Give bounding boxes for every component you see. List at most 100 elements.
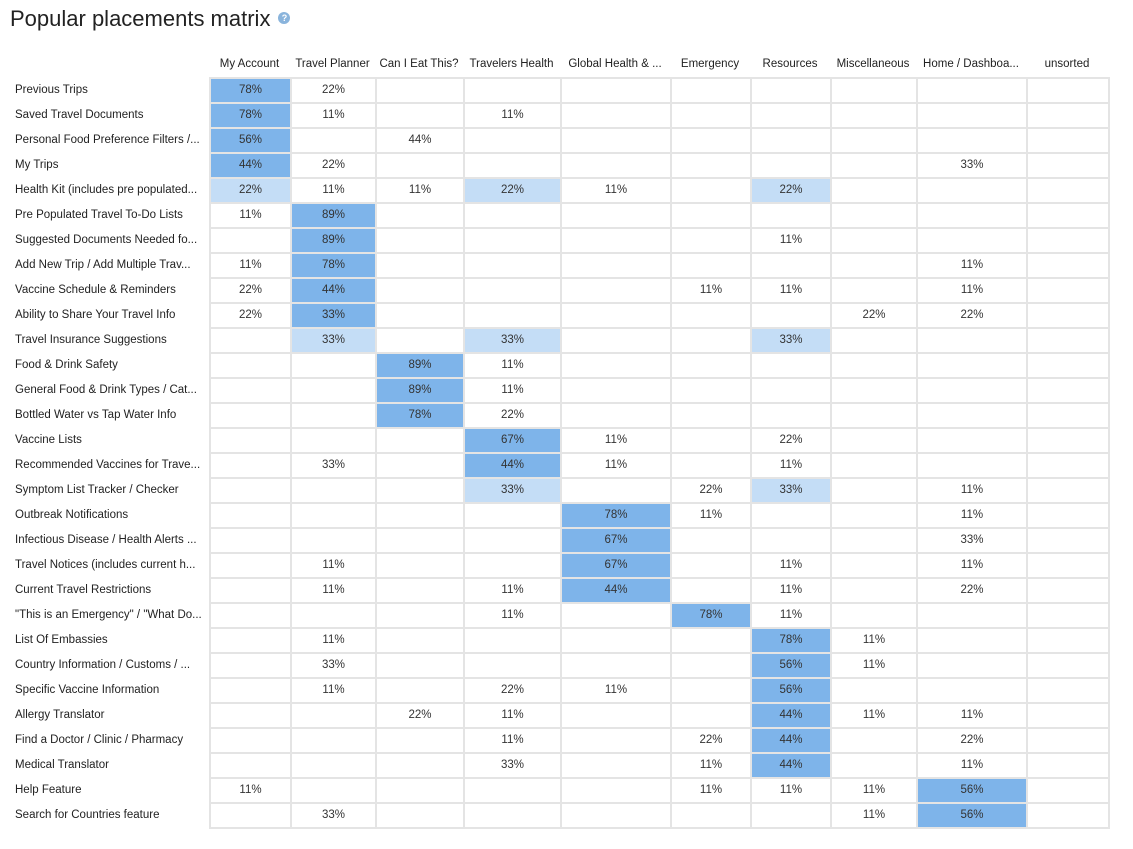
- matrix-cell[interactable]: 56%: [918, 804, 1026, 827]
- matrix-cell[interactable]: 78%: [211, 79, 290, 102]
- matrix-cell[interactable]: 44%: [752, 729, 830, 752]
- matrix-cell[interactable]: 78%: [377, 404, 463, 427]
- matrix-cell[interactable]: 78%: [211, 104, 290, 127]
- matrix-cell[interactable]: 89%: [292, 204, 375, 227]
- matrix-cell[interactable]: 56%: [752, 679, 830, 702]
- row-header[interactable]: Suggested Documents Needed fo...: [15, 234, 198, 246]
- matrix-cell[interactable]: 78%: [672, 604, 750, 627]
- column-header[interactable]: Home / Dashboa...: [923, 58, 1019, 70]
- matrix-cell[interactable]: 78%: [752, 629, 830, 652]
- matrix-cell[interactable]: 11%: [239, 784, 262, 796]
- matrix-cell[interactable]: 11%: [960, 759, 984, 771]
- row-header[interactable]: My Trips: [15, 159, 59, 171]
- matrix-cell[interactable]: 22%: [321, 84, 346, 96]
- matrix-cell[interactable]: 11%: [862, 634, 886, 646]
- matrix-cell[interactable]: 11%: [604, 434, 628, 446]
- matrix-cell[interactable]: 11%: [960, 509, 984, 521]
- row-header[interactable]: Country Information / Customs / ...: [15, 659, 191, 671]
- matrix-cell[interactable]: 33%: [465, 329, 560, 352]
- row-header[interactable]: Ability to Share Your Travel Info: [15, 309, 176, 321]
- column-header[interactable]: Travelers Health: [469, 58, 554, 70]
- column-header[interactable]: Global Health & ...: [568, 58, 662, 70]
- matrix-cell[interactable]: 22%: [500, 409, 525, 421]
- matrix-cell[interactable]: 44%: [465, 454, 560, 477]
- matrix-cell[interactable]: 22%: [408, 709, 432, 721]
- matrix-cell[interactable]: 11%: [960, 259, 984, 271]
- matrix-cell[interactable]: 11%: [862, 659, 886, 671]
- matrix-cell[interactable]: 44%: [211, 154, 290, 177]
- matrix-cell[interactable]: 11%: [239, 209, 262, 221]
- row-header[interactable]: Current Travel Restrictions: [15, 584, 152, 596]
- matrix-cell[interactable]: 89%: [377, 379, 463, 402]
- matrix-cell[interactable]: 11%: [322, 584, 345, 596]
- matrix-cell[interactable]: 33%: [292, 304, 375, 327]
- matrix-cell[interactable]: 67%: [562, 554, 670, 577]
- matrix-cell[interactable]: 22%: [960, 309, 984, 321]
- column-header[interactable]: unsorted: [1044, 58, 1090, 70]
- matrix-cell[interactable]: 22%: [465, 179, 560, 202]
- matrix-cell[interactable]: 33%: [465, 479, 560, 502]
- column-header[interactable]: Emergency: [680, 58, 740, 70]
- matrix-cell[interactable]: 44%: [752, 704, 830, 727]
- row-header[interactable]: Infectious Disease / Health Alerts ...: [15, 534, 197, 546]
- matrix-cell[interactable]: 11%: [960, 559, 984, 571]
- matrix-cell[interactable]: 11%: [862, 784, 886, 796]
- column-header[interactable]: Resources: [762, 58, 818, 70]
- row-header[interactable]: Bottled Water vs Tap Water Info: [15, 409, 177, 421]
- matrix-cell[interactable]: 56%: [752, 654, 830, 677]
- matrix-cell[interactable]: 11%: [960, 284, 984, 296]
- question-circle-icon[interactable]: ?: [278, 12, 291, 25]
- row-header[interactable]: General Food & Drink Types / Cat...: [15, 384, 197, 396]
- matrix-cell[interactable]: 11%: [501, 109, 524, 121]
- matrix-cell[interactable]: 11%: [779, 584, 803, 596]
- matrix-cell[interactable]: 22%: [862, 309, 886, 321]
- matrix-cell[interactable]: 11%: [699, 784, 723, 796]
- matrix-cell[interactable]: 33%: [321, 659, 346, 671]
- matrix-cell[interactable]: 22%: [699, 484, 723, 496]
- matrix-cell[interactable]: 11%: [604, 184, 628, 196]
- matrix-cell[interactable]: 11%: [501, 709, 524, 721]
- matrix-cell[interactable]: 22%: [699, 734, 723, 746]
- matrix-cell[interactable]: 11%: [501, 609, 524, 621]
- matrix-cell[interactable]: 11%: [779, 609, 803, 621]
- matrix-cell[interactable]: 44%: [292, 279, 375, 302]
- matrix-cell[interactable]: 22%: [500, 684, 525, 696]
- matrix-cell[interactable]: 44%: [408, 134, 432, 146]
- matrix-cell[interactable]: 44%: [752, 754, 830, 777]
- row-header[interactable]: Travel Notices (includes current h...: [15, 559, 196, 571]
- column-header[interactable]: Travel Planner: [295, 58, 370, 70]
- matrix-cell[interactable]: 11%: [501, 584, 524, 596]
- matrix-cell[interactable]: 22%: [752, 179, 830, 202]
- matrix-cell[interactable]: 11%: [779, 784, 803, 796]
- matrix-cell[interactable]: 33%: [321, 459, 346, 471]
- matrix-cell[interactable]: 11%: [239, 259, 262, 271]
- matrix-cell[interactable]: 11%: [408, 184, 432, 196]
- matrix-cell[interactable]: 67%: [465, 429, 560, 452]
- matrix-cell[interactable]: 33%: [960, 534, 984, 546]
- matrix-cell[interactable]: 89%: [377, 354, 463, 377]
- matrix-cell[interactable]: 33%: [752, 329, 830, 352]
- matrix-cell[interactable]: 78%: [562, 504, 670, 527]
- row-header[interactable]: Vaccine Lists: [15, 434, 82, 446]
- matrix-cell[interactable]: 11%: [322, 109, 345, 121]
- matrix-cell[interactable]: 11%: [699, 509, 723, 521]
- row-header[interactable]: Health Kit (includes pre populated...: [15, 184, 198, 196]
- matrix-cell[interactable]: 11%: [779, 284, 803, 296]
- matrix-cell[interactable]: 11%: [960, 484, 984, 496]
- matrix-cell[interactable]: 11%: [699, 284, 723, 296]
- matrix-cell[interactable]: 22%: [321, 159, 346, 171]
- column-header[interactable]: Can I Eat This?: [379, 58, 459, 70]
- row-header[interactable]: Food & Drink Safety: [15, 359, 118, 371]
- row-header[interactable]: Specific Vaccine Information: [15, 684, 160, 696]
- matrix-cell[interactable]: 33%: [500, 759, 525, 771]
- row-header[interactable]: Vaccine Schedule & Reminders: [15, 284, 176, 296]
- row-header[interactable]: Help Feature: [15, 784, 82, 796]
- matrix-cell[interactable]: 56%: [918, 779, 1026, 802]
- row-header[interactable]: Pre Populated Travel To-Do Lists: [15, 209, 183, 221]
- matrix-cell[interactable]: 11%: [862, 809, 886, 821]
- row-header[interactable]: Recommended Vaccines for Trave...: [15, 459, 201, 471]
- matrix-cell[interactable]: 11%: [501, 384, 524, 396]
- matrix-cell[interactable]: 33%: [960, 159, 984, 171]
- matrix-cell[interactable]: 11%: [862, 709, 886, 721]
- row-header[interactable]: Search for Countries feature: [15, 809, 160, 821]
